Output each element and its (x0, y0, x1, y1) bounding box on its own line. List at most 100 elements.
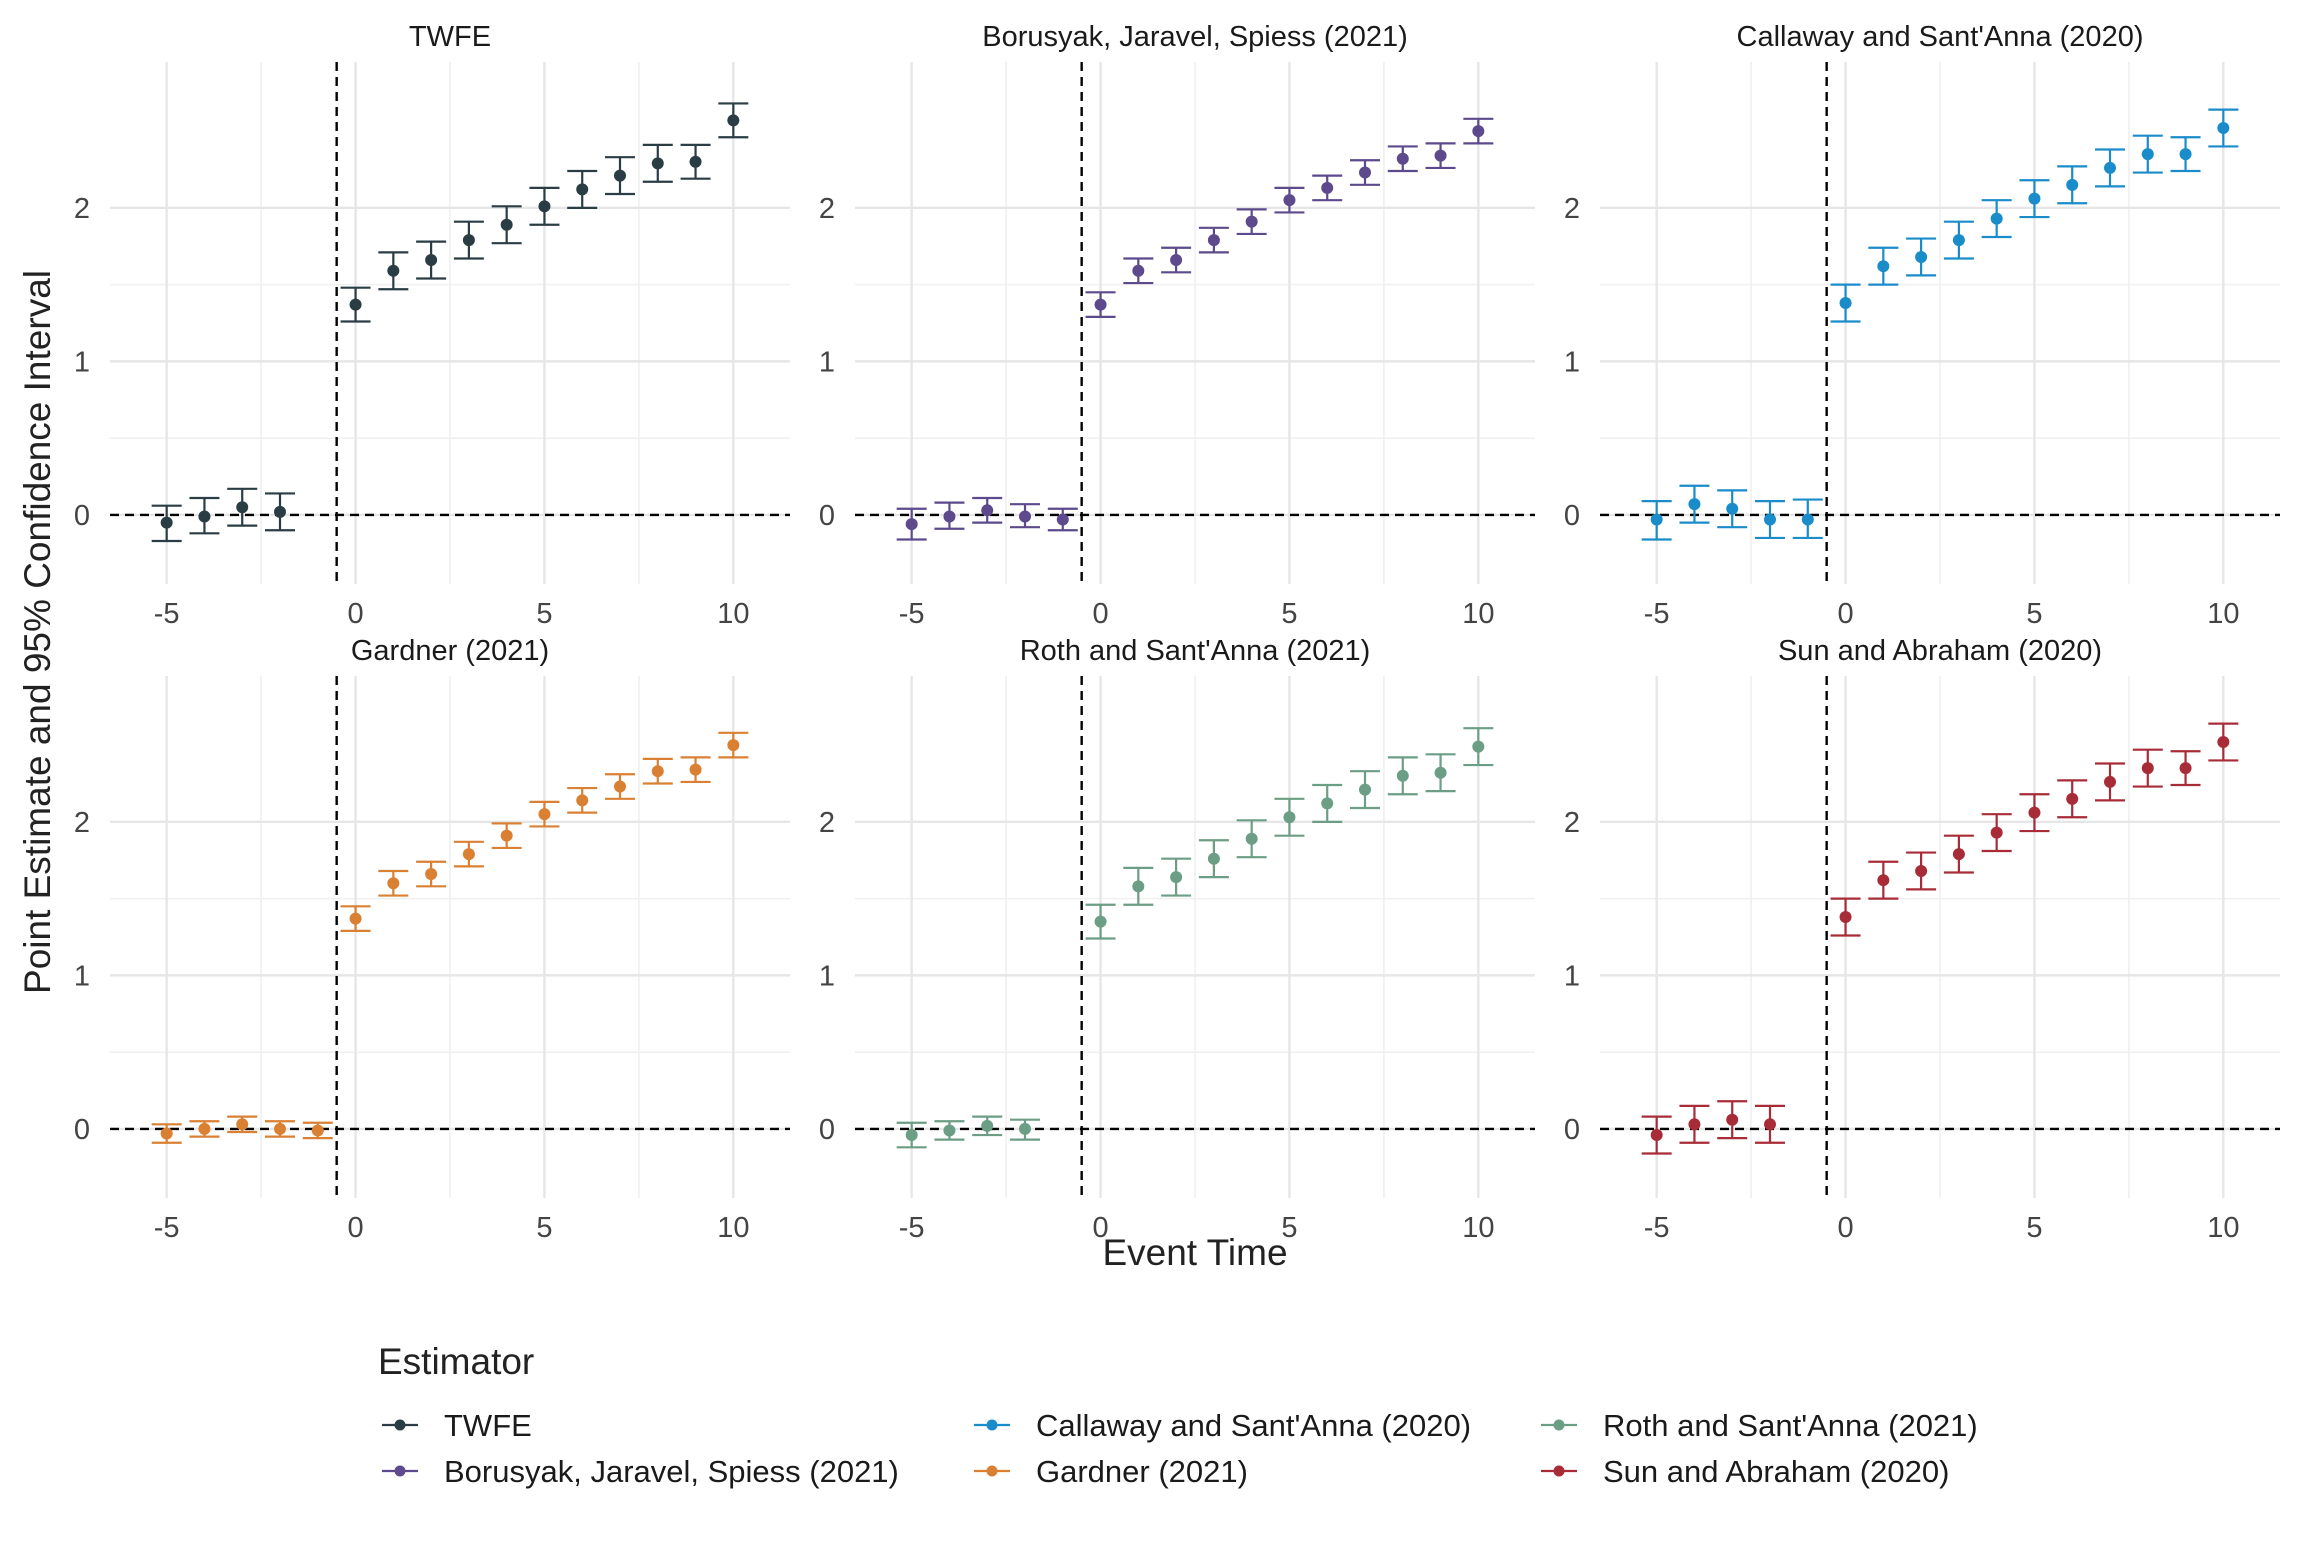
panel-6: Sun and Abraham (2020) -5 0 5 10 0 1 2 (1564, 635, 2280, 1244)
point-estimate (1650, 513, 1663, 526)
point-estimate (1019, 1122, 1031, 1135)
point-estimate (1915, 250, 1928, 263)
panel-title: Roth and Sant'Anna (2021) (1020, 635, 1371, 667)
point-estimate (2217, 122, 2230, 135)
legend-title: Estimator (378, 1341, 534, 1382)
point-estimate (1726, 502, 1739, 515)
legend: TWFE Borusyak, Jaravel, Spiess (2021) Call… (382, 1408, 1978, 1489)
point-estimate (538, 200, 551, 213)
legend-label: TWFE (444, 1408, 532, 1443)
point-estimate (943, 510, 956, 523)
point-estimate (576, 183, 589, 196)
point-estimate (500, 829, 513, 842)
point-estimate (1359, 166, 1371, 179)
point-estimate (1472, 125, 1485, 138)
legend-label: Borusyak, Jaravel, Spiess (2021) (444, 1454, 899, 1489)
legend-item: Sun and Abraham (2020) (1541, 1454, 1949, 1489)
y-tick-label: 2 (74, 807, 90, 839)
y-tick-label: 0 (74, 500, 90, 532)
point-estimate (1170, 254, 1183, 267)
x-tick-label: 5 (2026, 598, 2042, 630)
point-estimate (1132, 264, 1145, 277)
panel-4: Gardner (2021) -5 0 5 10 0 1 2 (74, 635, 790, 1244)
legend-item: Roth and Sant'Anna (2021) (1541, 1408, 1978, 1443)
x-tick-label: 5 (2026, 1212, 2042, 1244)
y-tick-label: 0 (819, 1114, 835, 1146)
y-tick-label: 0 (1564, 500, 1580, 532)
panel-title: Borusyak, Jaravel, Spiess (2021) (982, 21, 1408, 53)
panel-5: Roth and Sant'Anna (2021) -5 0 5 10 0 1 2 (819, 635, 1535, 1244)
x-tick-label: 5 (1281, 1212, 1297, 1244)
panel-title: Sun and Abraham (2020) (1778, 635, 2102, 667)
point-estimate (1396, 769, 1409, 782)
panel-title: TWFE (409, 21, 491, 53)
point-estimate (2066, 792, 2079, 805)
legend-item: Borusyak, Jaravel, Spiess (2021) (382, 1454, 899, 1489)
point-estimate (425, 254, 438, 267)
point-estimate (1764, 513, 1776, 526)
point-estimate (2179, 762, 2192, 775)
y-tick-label: 0 (1564, 1114, 1580, 1146)
point-estimate (1019, 510, 1031, 523)
x-tick-label: -5 (899, 1212, 925, 1244)
point-estimate (236, 1118, 249, 1131)
point-estimate (2141, 148, 2154, 161)
x-tick-label: -5 (1644, 598, 1670, 630)
point-estimate (905, 518, 918, 531)
x-tick-label: 10 (717, 1212, 749, 1244)
point-estimate (727, 114, 740, 127)
point-estimate (1094, 915, 1107, 928)
point-estimate (1801, 513, 1814, 526)
legend-key-point (394, 1465, 406, 1477)
point-estimate (2141, 762, 2154, 775)
point-estimate (387, 264, 400, 277)
point-estimate (1434, 149, 1447, 162)
point-estimate (538, 808, 551, 821)
point-estimate (349, 298, 362, 311)
point-estimate (2179, 148, 2192, 161)
point-estimate (576, 794, 589, 807)
y-tick-label: 1 (819, 346, 835, 378)
point-estimate (1321, 797, 1334, 810)
point-estimate (198, 1122, 211, 1135)
point-estimate (1094, 298, 1107, 311)
point-estimate (1650, 1129, 1663, 1142)
x-tick-label: 0 (347, 598, 363, 630)
point-estimate (387, 877, 400, 890)
point-estimate (2104, 775, 2116, 788)
point-estimate (311, 1124, 324, 1137)
point-estimate (689, 763, 702, 776)
x-tick-label: 10 (1462, 1212, 1494, 1244)
point-estimate (1877, 260, 1890, 273)
point-estimate (462, 234, 475, 247)
panel-3: Callaway and Sant'Anna (2020) -5 0 5 10 0 1 2 (1564, 21, 2280, 630)
point-estimate (1245, 215, 1258, 228)
x-tick-label: -5 (899, 598, 925, 630)
y-tick-label: 1 (1564, 346, 1580, 378)
point-estimate (1245, 832, 1258, 845)
point-estimate (1056, 513, 1069, 526)
y-tick-label: 1 (74, 346, 90, 378)
panel-1: TWFE -5 0 5 10 0 1 2 (74, 21, 790, 630)
point-estimate (500, 218, 513, 231)
y-axis-label: Point Estimate and 95% Confidence Interv… (17, 270, 58, 994)
legend-label: Gardner (2021) (1036, 1454, 1248, 1489)
point-estimate (274, 1122, 286, 1135)
point-estimate (236, 501, 249, 514)
point-estimate (160, 516, 173, 529)
x-tick-label: 0 (1837, 1212, 1853, 1244)
x-tick-label: 5 (536, 1212, 552, 1244)
legend-key-point (986, 1465, 998, 1477)
y-tick-label: 2 (74, 193, 90, 225)
point-estimate (1283, 194, 1296, 207)
point-estimate (1170, 871, 1183, 884)
point-estimate (2028, 192, 2041, 205)
legend-label: Roth and Sant'Anna (2021) (1603, 1408, 1978, 1443)
point-estimate (905, 1129, 918, 1142)
point-estimate (1952, 848, 1965, 861)
x-tick-label: 5 (1281, 598, 1297, 630)
y-tick-label: 0 (74, 1114, 90, 1146)
point-estimate (943, 1124, 956, 1137)
point-estimate (1915, 864, 1928, 877)
point-estimate (614, 780, 626, 793)
